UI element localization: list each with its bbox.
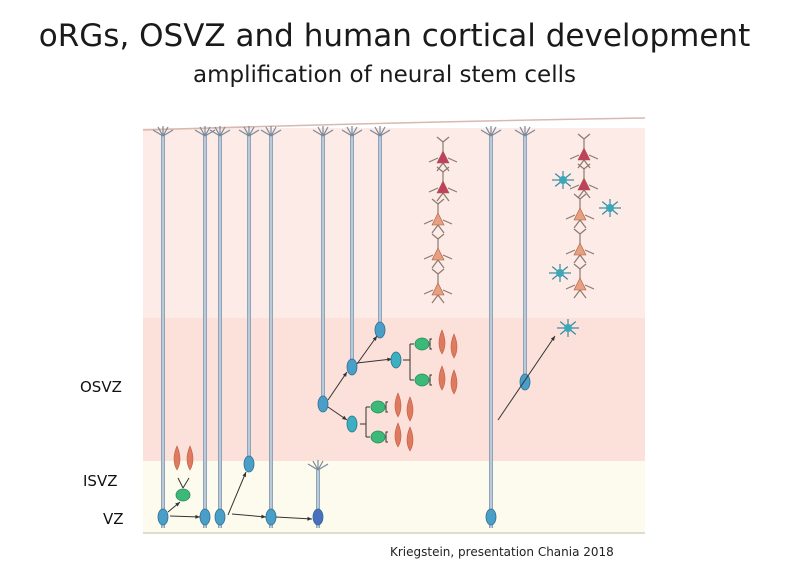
- lineage-branch: [177, 477, 190, 489]
- pyramidal-neuron-dendrites: [565, 228, 595, 264]
- neuron-cell: [406, 396, 414, 422]
- radial-glia-cell: [265, 508, 277, 526]
- intermediate-progenitor-cell: [370, 400, 386, 414]
- arrow-head: [261, 514, 266, 519]
- intermediate-progenitor-cell: [414, 373, 430, 387]
- intermediate-progenitor-cell: [370, 430, 386, 444]
- lineage-arrow: [356, 335, 378, 365]
- pyramidal-neuron-dendrites: [565, 193, 595, 229]
- astrocyte-cell: [559, 176, 567, 184]
- neuron-cell: [438, 365, 446, 391]
- dendrite-tuft: [480, 126, 502, 137]
- radial-glia-cell: [157, 508, 169, 526]
- dendrite-tuft: [209, 126, 231, 137]
- pyramidal-neuron: [573, 242, 587, 256]
- arrow-head: [195, 514, 200, 519]
- neuron-cell: [394, 392, 402, 418]
- pial-surface: [142, 117, 646, 131]
- lineage-arrow: [169, 515, 201, 518]
- dendrite-tuft: [369, 126, 391, 137]
- lineage-bracket: [429, 374, 432, 386]
- pyramidal-neuron-dendrites: [423, 268, 453, 304]
- intermediate-progenitor-cell: [414, 337, 430, 351]
- lineage-arrow: [275, 516, 313, 520]
- lineage-bracket: [385, 431, 388, 443]
- zone-label-vz: VZ: [103, 510, 124, 528]
- pyramidal-neuron: [431, 212, 445, 226]
- lineage-arrow: [497, 335, 556, 421]
- pyramidal-neuron: [431, 282, 445, 296]
- lineage-arrow: [356, 358, 393, 364]
- isvz-vz-region: [143, 461, 645, 533]
- arrow-head: [175, 502, 180, 507]
- radial-glia-cell: [346, 415, 358, 433]
- pyramidal-neuron: [436, 150, 450, 164]
- lineage-branch: [403, 343, 414, 381]
- pyramidal-neuron-dendrites: [565, 263, 595, 299]
- radial-glia-cell: [519, 373, 531, 391]
- neuron-cell: [438, 329, 446, 355]
- slide-title: oRGs, OSVZ and human cortical developmen…: [38, 18, 751, 54]
- pyramidal-neuron: [431, 247, 445, 261]
- astrocyte-cell: [606, 204, 614, 212]
- radial-glia-cell: [346, 358, 358, 376]
- lineage-arrow: [231, 513, 267, 518]
- cortical-plate-region: [143, 128, 645, 318]
- pyramidal-neuron-dendrites: [569, 163, 599, 199]
- pyramidal-neuron: [436, 180, 450, 194]
- slide-subtitle: amplification of neural stem cells: [193, 62, 576, 88]
- arrow-head: [387, 357, 392, 362]
- radial-glia-cell: [312, 508, 324, 526]
- radial-glia-cell: [199, 508, 211, 526]
- arrow-head: [242, 472, 247, 477]
- neuron-cell: [173, 445, 181, 471]
- dendrite-tuft: [194, 126, 216, 137]
- lineage-branch: [360, 406, 370, 438]
- osvz-region: [143, 318, 645, 461]
- arrow-head: [342, 415, 347, 420]
- arrow-head: [307, 516, 312, 521]
- pyramidal-neuron-dendrites: [569, 133, 599, 169]
- arrow-head: [342, 372, 347, 377]
- citation: Kriegstein, presentation Chania 2018: [390, 545, 614, 559]
- radial-glia-cell: [374, 321, 386, 339]
- lineage-arrow: [327, 371, 348, 401]
- astrocyte-cell: [564, 324, 572, 332]
- dendrite-tuft: [238, 126, 260, 137]
- neuron-cell: [406, 426, 414, 452]
- radial-glia-cell: [390, 351, 402, 369]
- arrow-head: [550, 336, 555, 341]
- dendrite-tuft: [260, 126, 282, 137]
- dendrite-tuft: [312, 126, 334, 137]
- pyramidal-neuron-dendrites: [423, 198, 453, 234]
- neuron-cell: [450, 369, 458, 395]
- pyramidal-neuron: [577, 177, 591, 191]
- dendrite-tuft: [152, 126, 174, 137]
- neuron-cell: [186, 445, 194, 471]
- lineage-arrow: [227, 471, 247, 516]
- radial-glia-cell: [214, 508, 226, 526]
- pyramidal-neuron-dendrites: [428, 136, 458, 172]
- lineage-bracket: [429, 338, 432, 350]
- dendrite-tuft: [341, 126, 363, 137]
- lineage-bracket: [385, 401, 388, 413]
- neuron-cell: [394, 422, 402, 448]
- pyramidal-neuron-dendrites: [423, 233, 453, 269]
- radial-glia-cell: [317, 395, 329, 413]
- zone-label-osvz: OSVZ: [80, 378, 122, 396]
- pyramidal-neuron-dendrites: [428, 166, 458, 202]
- radial-glia-cell: [243, 455, 255, 473]
- arrow-head: [372, 336, 377, 341]
- pyramidal-neuron: [573, 207, 587, 221]
- dendrite-tuft: [307, 460, 329, 471]
- neuron-cell: [450, 333, 458, 359]
- intermediate-progenitor-cell: [175, 488, 191, 502]
- zone-label-isvz: ISVZ: [83, 472, 118, 490]
- astrocyte-cell: [556, 269, 564, 277]
- radial-glia-cell: [485, 508, 497, 526]
- pyramidal-neuron: [573, 277, 587, 291]
- pyramidal-neuron: [577, 147, 591, 161]
- dendrite-tuft: [514, 126, 536, 137]
